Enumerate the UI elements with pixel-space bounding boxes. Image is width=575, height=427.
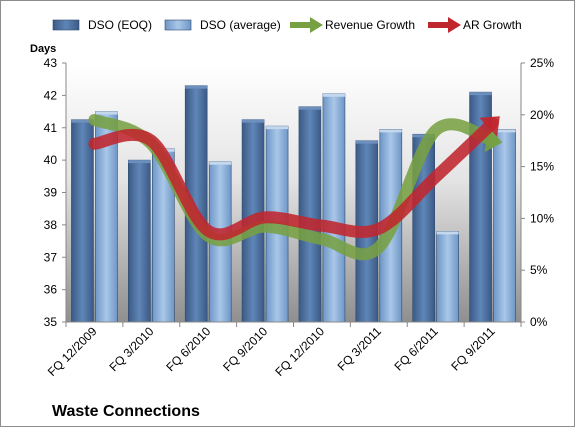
bar-dso-average-6 — [436, 231, 459, 323]
legend-label: DSO (average) — [200, 18, 281, 32]
legend-swatch — [164, 19, 192, 31]
bar-dso-eoq-1 — [128, 159, 151, 323]
bar-top-dso-eoq-7 — [469, 92, 492, 96]
bar-top-dso-eoq-5 — [355, 140, 378, 144]
bar-top-dso-eoq-1 — [128, 160, 151, 164]
y-tick-label: 36 — [44, 283, 58, 297]
legend-label: Revenue Growth — [325, 18, 415, 32]
y2-tick-label: 15% — [530, 160, 554, 174]
bar-top-dso-average-3 — [266, 126, 289, 130]
bar-top-dso-average-4 — [322, 93, 345, 97]
x-tick-label: FQ 6/2011 — [391, 324, 441, 374]
x-tick-label: FQ 12/2009 — [45, 324, 100, 379]
arrowhead-ar-growth — [479, 116, 500, 137]
bar-dso-average-7 — [493, 129, 516, 323]
legend-arrowhead — [310, 17, 323, 33]
bar-top-dso-average-5 — [379, 129, 402, 133]
bar-dso-eoq-4 — [298, 106, 322, 323]
y2-tick-label: 20% — [530, 108, 554, 122]
legend-label: AR Growth — [463, 18, 522, 32]
legend-label: DSO (EOQ) — [88, 18, 152, 32]
legend-item-dso-eoq: DSO (EOQ) — [52, 18, 152, 32]
bar-top-dso-eoq-0 — [71, 119, 94, 123]
bar-top-dso-average-2 — [209, 161, 232, 165]
x-tick-label: FQ 3/2010 — [106, 324, 156, 374]
x-tick-label: FQ 6/2010 — [163, 324, 213, 374]
y-tick-label: 41 — [44, 121, 58, 135]
bar-dso-average-4 — [322, 93, 346, 323]
x-tick-label: FQ 3/2011 — [335, 324, 385, 374]
y2-tick-label: 5% — [530, 263, 548, 277]
legend-item-revenue-growth: Revenue Growth — [290, 17, 415, 33]
y-tick-label: 43 — [44, 56, 58, 70]
y-tick-label: 35 — [44, 315, 58, 329]
legend-arrowhead — [448, 17, 461, 33]
y-tick-label: 42 — [44, 88, 58, 102]
x-tick-label: FQ 12/2010 — [272, 324, 327, 379]
bar-top-dso-average-7 — [493, 129, 516, 133]
bar-top-dso-eoq-4 — [298, 106, 321, 110]
bar-top-dso-eoq-6 — [412, 134, 435, 138]
chart-title: Waste Connections — [52, 403, 200, 420]
y-tick-label: 38 — [44, 218, 58, 232]
bar-dso-eoq-0 — [71, 119, 94, 323]
y2-tick-label: 0% — [530, 315, 548, 329]
bar-top-dso-eoq-3 — [242, 119, 265, 123]
y-tick-label: 39 — [44, 186, 58, 200]
y2-tick-label: 25% — [530, 56, 554, 70]
y-tick-label: 37 — [44, 250, 58, 264]
y-axis-label: Days — [30, 43, 56, 55]
x-tick-label: FQ 9/2011 — [448, 324, 498, 374]
y2-tick-label: 10% — [530, 211, 554, 225]
bar-top-dso-average-0 — [95, 111, 118, 115]
bar-top-dso-eoq-2 — [185, 85, 208, 89]
legend-item-dso-average: DSO (average) — [164, 18, 281, 32]
legend-swatch — [52, 19, 80, 31]
y-tick-label: 40 — [44, 153, 58, 167]
bar-top-dso-average-6 — [436, 231, 459, 235]
line-ar-growth — [88, 117, 499, 241]
legend-item-ar-growth: AR Growth — [428, 17, 522, 33]
x-tick-label: FQ 9/2010 — [220, 324, 270, 374]
